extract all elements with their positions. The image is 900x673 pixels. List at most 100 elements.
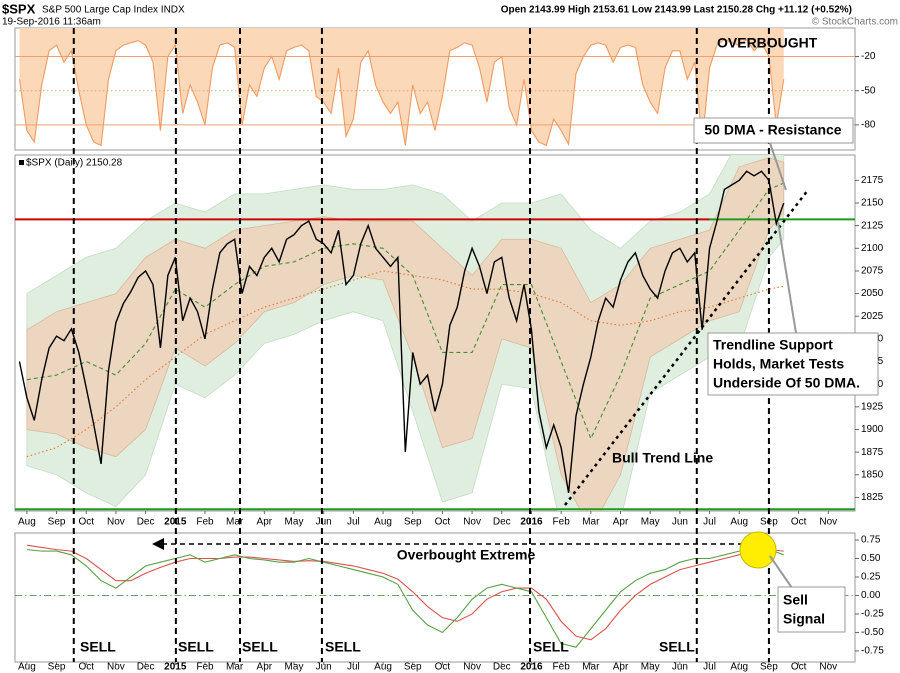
y-tick-label: 1925: [861, 401, 884, 412]
y-tick-label: 1900: [861, 424, 884, 435]
plot-area: -20-50-80$SPX (Daily) 2150.2821752150212…: [14, 27, 884, 673]
y-tick-label: 2075: [861, 266, 884, 277]
x-tick-label: Feb: [196, 662, 214, 673]
y-tick-label: 1825: [861, 492, 884, 503]
y-tick-label: 0.50: [861, 553, 881, 564]
x-tick-label: Dec: [137, 662, 155, 673]
x-tick-label: Jun: [316, 517, 332, 528]
y-tick-label: 0.75: [861, 535, 881, 546]
x-tick-label: Jun: [672, 662, 688, 673]
y-tick-label: 1875: [861, 447, 884, 458]
y-tick-label: -80: [861, 120, 876, 131]
x-tick-label: Sep: [48, 662, 66, 673]
x-tick-label: Nov: [107, 662, 125, 673]
date: 19-Sep-2016 11:36am: [2, 17, 101, 28]
x-tick-label: Dec: [493, 662, 511, 673]
note-box: [777, 586, 846, 633]
x-tick-label: Apr: [613, 662, 629, 673]
x-tick-label: Aug: [18, 662, 36, 673]
quote: Open 2143.99 High 2153.61 Low 2143.99 La…: [501, 5, 852, 16]
x-tick-label: Apr: [257, 662, 273, 673]
y-tick-label: 2025: [861, 311, 884, 322]
y-tick-label: 2100: [861, 243, 884, 254]
pointer: [769, 142, 787, 191]
sell-label: SELL: [178, 639, 214, 655]
symbol: $SPX: [2, 1, 36, 16]
arrow-head: [152, 538, 164, 550]
panel: [15, 28, 855, 147]
x-tick-label: Dec: [493, 517, 511, 528]
x-tick-label: Oct: [791, 662, 807, 673]
x-tick-label: Aug: [730, 517, 748, 528]
x-tick-label: Nov: [107, 517, 125, 528]
x-tick-label: Nov: [819, 517, 837, 528]
x-tick-label: Oct: [435, 517, 451, 528]
band: [26, 157, 785, 511]
y-tick-label: 2125: [861, 220, 884, 231]
x-tick-label: 2015: [164, 662, 187, 673]
x-tick-label: May: [641, 662, 660, 673]
y-tick-label: -0.50: [861, 627, 884, 638]
sell-label: SELL: [80, 639, 116, 655]
x-tick-label: 2016: [520, 662, 543, 673]
extreme-label: Overbought Extreme: [397, 547, 536, 563]
panel: [15, 544, 855, 648]
x-tick-label: Nov: [463, 662, 481, 673]
credit: © StockCharts.com: [812, 17, 898, 28]
y-tick-label: 2050: [861, 288, 884, 299]
x-tick-label: Apr: [613, 517, 629, 528]
series-line: [26, 546, 784, 648]
x-tick-label: Jul: [347, 517, 360, 528]
panel: [15, 155, 855, 511]
x-tick-label: Oct: [78, 662, 94, 673]
legend-swatch: [19, 160, 24, 165]
x-tick-label: Nov: [463, 517, 481, 528]
sell-signal-label: Signal: [783, 611, 825, 627]
sell-label: SELL: [659, 639, 695, 655]
x-tick-label: Oct: [78, 517, 94, 528]
y-tick-label: -50: [861, 85, 876, 96]
trend-label: Bull Trend Line: [612, 450, 713, 466]
x-tick-label: Mar: [582, 517, 600, 528]
x-tick-label: Apr: [257, 517, 273, 528]
pointer: [769, 555, 793, 589]
sell-signal-label: Sell: [783, 592, 808, 608]
x-tick-label: Oct: [435, 662, 451, 673]
x-tick-label: 2016: [520, 517, 543, 528]
x-tick-label: Mar: [226, 662, 244, 673]
overbought-label: OVERBOUGHT: [717, 35, 818, 51]
x-tick-label: Nov: [819, 662, 837, 673]
x-tick-label: Dec: [137, 517, 155, 528]
highlight: [739, 531, 777, 569]
annotations: OVERBOUGHT 50 DMA - Resistance Trendline…: [80, 35, 879, 655]
y-tick-label: 2150: [861, 198, 884, 209]
support-label: Trendline Support: [713, 337, 833, 353]
x-tick-label: May: [285, 662, 304, 673]
y-tick-label: -20: [861, 51, 876, 62]
x-tick-label: Feb: [553, 662, 571, 673]
sell-label: SELL: [325, 639, 361, 655]
x-tick-label: Sep: [48, 517, 66, 528]
symbol-name: S&P 500 Large Cap Index INDX: [42, 5, 185, 16]
x-tick-label: Jun: [316, 662, 332, 673]
support-label: Underside Of 50 DMA.: [713, 375, 860, 391]
x-tick-label: Aug: [730, 662, 748, 673]
series-line: [26, 270, 784, 458]
x-tick-label: Mar: [582, 662, 600, 673]
area: [19, 28, 784, 146]
x-tick-label: Jul: [703, 517, 716, 528]
series-line: [26, 544, 784, 641]
x-tick-label: Jun: [672, 517, 688, 528]
y-tick-label: 1850: [861, 469, 884, 480]
panel-frame: [14, 532, 856, 663]
sell-label: SELL: [533, 639, 569, 655]
sell-label: SELL: [242, 639, 278, 655]
y-tick-label: -0.25: [861, 609, 884, 620]
x-tick-label: Aug: [18, 517, 36, 528]
y-tick-label: 2175: [861, 175, 884, 186]
x-tick-label: Feb: [553, 517, 571, 528]
x-tick-label: Feb: [196, 517, 214, 528]
x-tick-label: Jul: [703, 662, 716, 673]
x-tick-label: Oct: [791, 517, 807, 528]
